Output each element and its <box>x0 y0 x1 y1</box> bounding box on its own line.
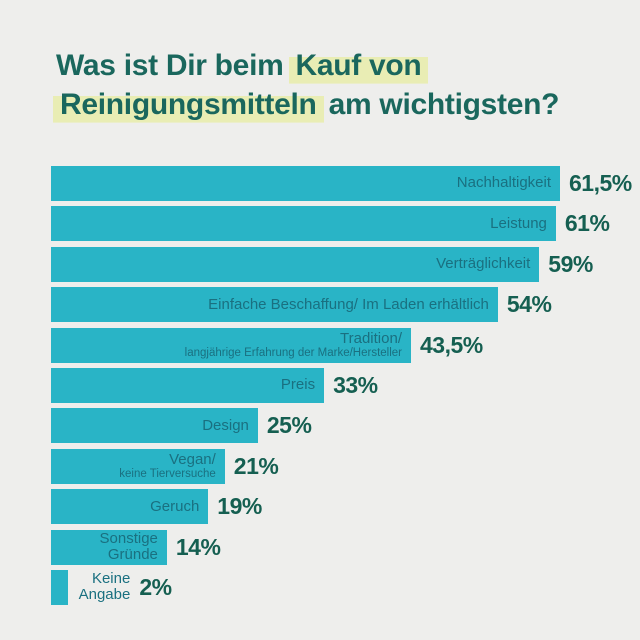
bar-value: 43,5% <box>420 331 483 358</box>
bar-label: Vegan/keine Tierversuche <box>119 450 225 481</box>
bar-value: 2% <box>139 573 172 600</box>
bar-row: Einfache Beschaffung/ Im Laden erhältlic… <box>51 287 631 323</box>
bar-label-line1: Geruch <box>150 497 200 515</box>
bar: Geruch <box>51 489 209 525</box>
bar-label-line2: Angabe <box>78 586 131 604</box>
bar-label: Preis <box>281 377 324 393</box>
bar-label-line1: Verträglichkeit <box>436 255 531 273</box>
bar-label: Verträglichkeit <box>436 256 539 272</box>
bar-label: Keine Angabe <box>79 571 131 603</box>
bar-value: 59% <box>548 250 593 277</box>
bar: Preis <box>51 367 325 403</box>
bar <box>51 569 68 605</box>
bar-row: Nachhaltigkeit 61,5% <box>51 166 632 201</box>
bar-value: 61,5% <box>569 170 632 196</box>
title-line: Reinigungsmitteln am wichtigsten? <box>53 85 560 124</box>
bar-value: 25% <box>266 412 312 439</box>
bar-label-line1: Nachhaltigkeit <box>456 174 551 192</box>
title-highlighted-text: Kauf von <box>288 49 429 84</box>
bar-row: Geruch 19% <box>51 489 631 525</box>
bar: Design <box>51 408 258 444</box>
bar-row: Preis 33% <box>51 367 631 403</box>
bar-label: Sonstige Gründe <box>99 529 167 564</box>
bar-label: Einfache Beschaffung/ Im Laden erhältlic… <box>208 295 498 313</box>
bar-value: 14% <box>175 533 221 560</box>
title-highlighted-text: Reinigungsmitteln <box>53 88 324 123</box>
bar-row: Leistung 61% <box>51 206 631 242</box>
bar: Sonstige Gründe <box>51 529 167 565</box>
title-line: Was ist Dir beim Kauf von <box>56 46 559 85</box>
bar-label-line2: Gründe <box>107 546 158 564</box>
bar-value: 19% <box>217 493 262 520</box>
bar: Einfache Beschaffung/ Im Laden erhältlic… <box>51 287 498 323</box>
bar-label: Geruch <box>150 497 208 515</box>
bar-label: Design <box>202 416 258 434</box>
bar: Nachhaltigkeit <box>51 166 560 201</box>
bar: Vegan/keine Tierversuche <box>51 448 225 484</box>
bar-value: 54% <box>506 291 552 318</box>
bar-value: 33% <box>333 371 378 398</box>
bar-label-line2: keine Tierversuche <box>119 468 216 481</box>
bar-row: Vegan/keine Tierversuche 21% <box>51 448 631 484</box>
bar-chart: Nachhaltigkeit 61,5% Leistung 61% Verträglic… <box>51 166 632 605</box>
bar: Tradition/langjährige Erfahrung der Mark… <box>51 327 411 363</box>
bar-label: Leistung <box>490 214 556 232</box>
bar-label-line1: Sonstige <box>99 529 158 547</box>
bar-row: Tradition/langjährige Erfahrung der Mark… <box>51 327 631 363</box>
bar: Verträglichkeit <box>51 246 540 282</box>
bar-label-line2: langjährige Erfahrung der Marke/Herstell… <box>184 346 402 359</box>
title-text: Was ist Dir beim <box>56 49 292 82</box>
bar-label: Nachhaltigkeit <box>457 175 560 191</box>
bar-label-line1: Leistung <box>490 214 547 232</box>
bar-label-line1: Preis <box>280 376 316 394</box>
bar-label-line1: Tradition/ <box>340 329 402 347</box>
bar-row: Design 25% <box>51 408 631 444</box>
bar-row: Sonstige Gründe 14% <box>51 529 631 565</box>
bar-label-line1: Einfache Beschaffung/ Im Laden erhältlic… <box>208 295 489 313</box>
chart-title: Was ist Dir beim Kauf von Reinigungsmitte… <box>53 46 560 124</box>
bar-label-line1: Design <box>202 416 249 434</box>
title-text: am wichtigsten? <box>320 88 560 121</box>
bar-label: Tradition/langjährige Erfahrung der Mark… <box>184 329 411 360</box>
bar: Leistung <box>51 206 556 242</box>
bar-label-line1: Vegan/ <box>169 450 216 468</box>
bar-value: 21% <box>233 452 279 479</box>
bar-label-line1: Keine <box>91 570 131 588</box>
bar-row: Keine Angabe 2% <box>51 569 631 605</box>
bar-row: Verträglichkeit 59% <box>51 246 631 282</box>
bar-value: 61% <box>564 210 610 237</box>
